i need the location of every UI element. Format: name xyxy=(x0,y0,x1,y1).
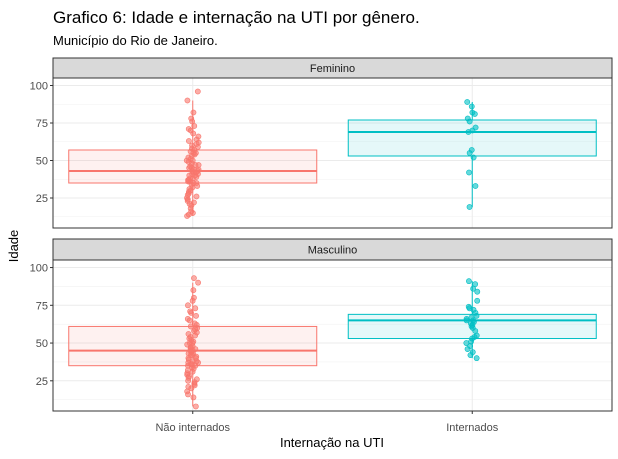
y-tick-label: 75 xyxy=(36,300,48,312)
y-tick-label: 100 xyxy=(30,81,48,93)
data-point xyxy=(473,312,480,319)
data-point xyxy=(472,183,479,189)
data-point xyxy=(466,204,473,210)
data-point xyxy=(191,123,198,129)
data-point xyxy=(184,213,190,219)
data-point xyxy=(185,391,191,398)
facets: Feminino 25 50 75 100 Masculino 25 50 75 100 xyxy=(30,57,613,412)
data-point xyxy=(190,287,197,294)
data-point xyxy=(466,278,472,285)
data-point xyxy=(187,323,194,330)
data-point xyxy=(473,355,480,362)
chart-subtitle: Município do Rio de Janeiro. xyxy=(53,33,218,48)
data-point xyxy=(195,279,202,286)
data-point xyxy=(474,297,481,304)
data-point xyxy=(465,129,472,135)
data-point xyxy=(466,118,473,125)
data-point xyxy=(470,285,477,292)
data-point xyxy=(184,97,191,104)
box-nao-internados xyxy=(68,275,318,410)
facet-masculino: Masculino 25 50 75 100 xyxy=(30,238,613,412)
y-tick-label: 50 xyxy=(36,338,48,350)
data-point xyxy=(192,403,199,410)
box-nao-internados xyxy=(68,88,318,219)
y-axis-title: Idade xyxy=(6,230,21,263)
data-point xyxy=(185,138,192,144)
box-internados xyxy=(347,99,597,210)
y-tick-label: 75 xyxy=(36,118,48,130)
data-point xyxy=(190,109,197,116)
data-point xyxy=(188,385,195,392)
y-tick-label: 25 xyxy=(36,193,48,205)
data-point xyxy=(185,302,191,309)
y-tick-label: 25 xyxy=(36,376,48,388)
data-point xyxy=(471,111,478,117)
data-point xyxy=(468,103,475,110)
data-point xyxy=(190,394,197,401)
data-point xyxy=(194,88,201,95)
data-point xyxy=(189,368,196,375)
x-axis-ticks: Não internados Internados xyxy=(155,411,499,434)
data-point xyxy=(464,346,471,352)
data-point xyxy=(189,297,196,304)
data-point xyxy=(474,288,481,295)
panel-background xyxy=(53,260,612,411)
data-point xyxy=(192,305,199,312)
panel-border xyxy=(52,259,613,412)
data-point xyxy=(193,193,200,200)
data-point xyxy=(467,352,474,359)
data-point xyxy=(466,169,472,176)
data-point xyxy=(463,340,470,346)
x-tick-label: Internados xyxy=(446,422,498,434)
panel-border xyxy=(52,77,613,229)
data-point xyxy=(188,309,194,316)
y-tick-label: 100 xyxy=(30,263,48,275)
data-point xyxy=(186,317,193,324)
facet-strip-label: Feminino xyxy=(310,63,355,75)
data-point xyxy=(470,154,477,161)
box-internados xyxy=(347,278,597,362)
panel-background xyxy=(53,78,612,228)
x-tick-label: Não internados xyxy=(155,422,230,434)
data-point xyxy=(191,275,197,282)
data-point xyxy=(463,317,470,324)
facet-strip-label: Masculino xyxy=(308,245,358,257)
data-point xyxy=(194,183,201,189)
facet-feminino: Feminino 25 50 75 100 xyxy=(30,57,613,229)
x-axis-title: Internação na UTI xyxy=(280,435,384,450)
data-point xyxy=(466,150,473,156)
chart-title: Grafico 6: Idade e internação na UTI por… xyxy=(53,8,420,27)
data-point xyxy=(190,130,197,137)
data-point xyxy=(464,99,471,105)
y-tick-label: 50 xyxy=(36,156,48,168)
data-point xyxy=(193,312,199,319)
data-point xyxy=(185,377,192,384)
